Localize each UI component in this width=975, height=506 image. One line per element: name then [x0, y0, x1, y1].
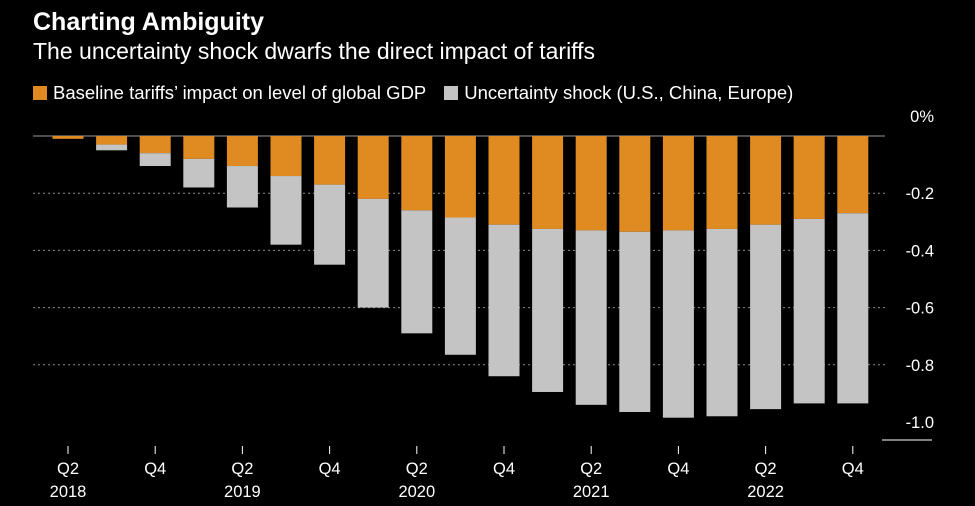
x-tick-label-year: 2018: [50, 483, 87, 501]
chart-title: Charting Ambiguity: [33, 8, 265, 36]
bar-uncertainty-shock: [619, 231, 651, 412]
x-tick-label-quarter: Q4: [842, 460, 864, 478]
x-tick-label-quarter: Q4: [667, 460, 689, 478]
bar-baseline-tariffs: [139, 136, 171, 154]
y-tick-label: 0%: [910, 108, 934, 126]
x-tick-label-year: 2020: [398, 483, 435, 501]
bar-baseline-tariffs: [575, 136, 607, 231]
bar-baseline-tariffs: [314, 136, 346, 185]
chart-legend: Baseline tariffs’ impact on level of glo…: [33, 82, 811, 104]
bar-uncertainty-shock: [793, 218, 825, 404]
bar-uncertainty-shock: [96, 144, 128, 151]
legend-swatch-baseline-tariffs: [33, 86, 47, 100]
legend-item-uncertainty-shock: Uncertainty shock (U.S., China, Europe): [444, 82, 793, 104]
bar-uncertainty-shock: [357, 198, 389, 308]
x-tick-label-quarter: Q2: [57, 460, 79, 478]
x-tick-label-quarter: Q2: [231, 460, 253, 478]
legend-item-baseline-tariffs: Baseline tariffs’ impact on level of glo…: [33, 82, 426, 104]
bar-baseline-tariffs: [532, 136, 564, 229]
bar-baseline-tariffs: [226, 136, 258, 167]
x-tick-label-quarter: Q2: [406, 460, 428, 478]
legend-label-baseline-tariffs: Baseline tariffs’ impact on level of glo…: [53, 82, 427, 103]
bar-baseline-tariffs: [401, 136, 433, 211]
x-tick-label-quarter: Q4: [493, 460, 515, 478]
bar-baseline-tariffs: [444, 136, 476, 218]
bar-baseline-tariffs: [488, 136, 520, 225]
bar-uncertainty-shock: [750, 224, 782, 410]
bar-uncertainty-shock: [401, 210, 433, 334]
y-tick-label: -0.8: [906, 357, 934, 375]
bar-baseline-tariffs: [662, 136, 694, 231]
bar-uncertainty-shock: [488, 224, 520, 377]
x-tick-label-quarter: Q4: [319, 460, 341, 478]
bar-baseline-tariffs: [750, 136, 782, 225]
x-tick-label-year: 2022: [747, 483, 784, 501]
bar-uncertainty-shock: [662, 230, 694, 418]
x-tick-label-year: 2019: [224, 483, 261, 501]
bar-baseline-tariffs: [270, 136, 302, 177]
x-tick-label-year: 2021: [573, 483, 610, 501]
bar-baseline-tariffs: [706, 136, 738, 229]
chart-subtitle: The uncertainty shock dwarfs the direct …: [33, 38, 596, 64]
bar-baseline-tariffs: [619, 136, 651, 232]
legend-swatch-uncertainty-shock: [444, 86, 459, 100]
bar-baseline-tariffs: [357, 136, 389, 199]
bar-baseline-tariffs: [183, 136, 215, 159]
y-tick-label: -0.2: [906, 185, 934, 203]
bar-uncertainty-shock: [270, 176, 302, 245]
y-tick-label: -1.0: [906, 414, 934, 432]
bar-baseline-tariffs: [837, 136, 869, 214]
bar-uncertainty-shock: [314, 184, 346, 265]
x-tick-label-quarter: Q2: [755, 460, 777, 478]
bar-uncertainty-shock: [183, 158, 215, 188]
x-tick-label-quarter: Q2: [580, 460, 602, 478]
bar-baseline-tariffs: [793, 136, 825, 219]
bar-uncertainty-shock: [444, 217, 476, 355]
bar-uncertainty-shock: [575, 230, 607, 405]
bar-uncertainty-shock: [837, 213, 869, 404]
x-tick-label-quarter: Q4: [144, 460, 166, 478]
bar-uncertainty-shock: [706, 228, 738, 417]
bar-uncertainty-shock: [226, 166, 258, 208]
legend-label-uncertainty-shock: Uncertainty shock (U.S., China, Europe): [464, 82, 794, 103]
bar-uncertainty-shock: [139, 153, 171, 167]
bar-baseline-tariffs: [96, 136, 128, 145]
bar-uncertainty-shock: [532, 228, 564, 392]
y-tick-label: -0.6: [906, 300, 934, 318]
y-tick-label: -0.4: [906, 242, 934, 260]
bar-baseline-tariffs: [52, 136, 84, 139]
